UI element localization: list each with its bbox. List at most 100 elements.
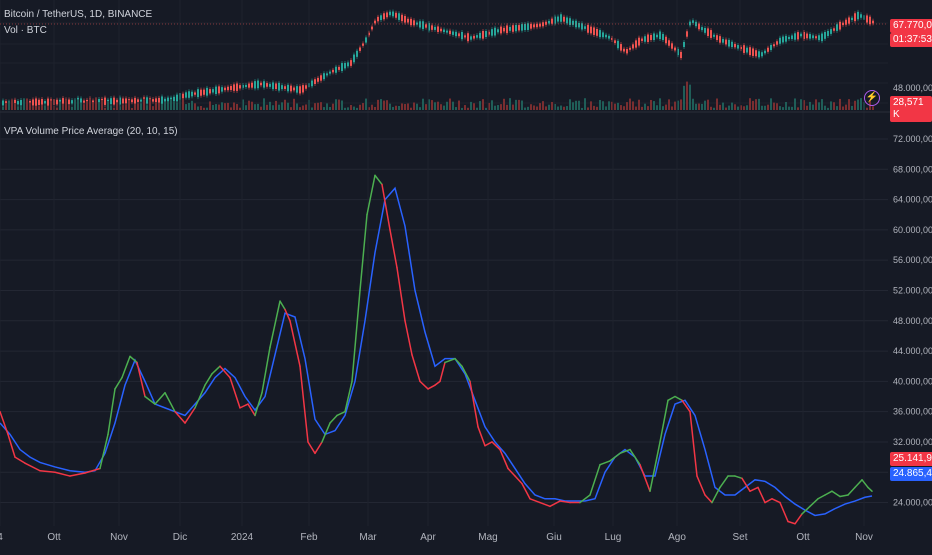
candle-body bbox=[659, 31, 661, 40]
x-tick-label: Set bbox=[732, 532, 747, 543]
volume-bar bbox=[473, 103, 475, 110]
x-tick-label: Mar bbox=[359, 532, 377, 543]
vpa-segment bbox=[649, 441, 661, 492]
volume-bar bbox=[791, 106, 793, 110]
candle-body bbox=[224, 87, 226, 91]
candle-body bbox=[854, 13, 856, 22]
lightning-icon[interactable]: ⚡ bbox=[864, 90, 880, 106]
vpa-segment bbox=[469, 380, 479, 428]
volume-bar bbox=[620, 105, 622, 110]
candle-body bbox=[389, 11, 391, 16]
x-tick-label: Ago bbox=[668, 532, 686, 543]
candle-body bbox=[491, 29, 493, 36]
vpa-segment bbox=[609, 452, 621, 462]
volume-bar bbox=[557, 106, 559, 110]
candle-body bbox=[791, 35, 793, 40]
vpa-segment bbox=[427, 384, 436, 390]
candle-body bbox=[593, 27, 595, 35]
vpa-segment bbox=[779, 501, 789, 523]
candle-body bbox=[5, 101, 7, 105]
candle-body bbox=[437, 26, 439, 32]
candle-body bbox=[335, 66, 337, 73]
volume-bar bbox=[584, 98, 586, 110]
candle-body bbox=[278, 82, 280, 91]
vpa-segment bbox=[491, 441, 501, 451]
volume-bar bbox=[647, 106, 649, 110]
x-tick-label: Dic bbox=[173, 532, 187, 543]
candle-body bbox=[848, 17, 850, 24]
volume-bar bbox=[50, 100, 52, 110]
candle-body bbox=[83, 100, 85, 103]
symbol-legend[interactable]: Bitcoin / TetherUS, 1D, BINANCE bbox=[4, 9, 153, 20]
volume-bar bbox=[776, 103, 778, 110]
volume-bar bbox=[239, 107, 241, 110]
volume-bar bbox=[614, 103, 616, 110]
volume-bar bbox=[167, 101, 169, 110]
candle-body bbox=[338, 66, 340, 70]
volume-bar bbox=[287, 102, 289, 110]
vpa-segment bbox=[284, 308, 291, 322]
volume-bar bbox=[608, 101, 610, 110]
candle-body bbox=[704, 27, 706, 33]
volume-bar bbox=[224, 103, 226, 110]
vpa-segment bbox=[54, 471, 71, 477]
volume-bar bbox=[347, 107, 349, 110]
candle-body bbox=[650, 34, 652, 41]
candle-body bbox=[275, 83, 277, 90]
average-line bbox=[0, 186, 873, 517]
volume-bar bbox=[170, 99, 172, 110]
volume-legend[interactable]: Vol · BTC bbox=[4, 25, 47, 36]
y-tick-label: 32.000,00 bbox=[893, 437, 932, 447]
candle-body bbox=[656, 34, 658, 38]
y-tick-label: 72.000,00 bbox=[893, 134, 932, 144]
volume-bar bbox=[779, 106, 781, 110]
volume-bar bbox=[752, 100, 754, 110]
volume-bar bbox=[185, 104, 187, 110]
candle-body bbox=[665, 36, 667, 44]
candle-body bbox=[713, 34, 715, 37]
candle-body bbox=[560, 14, 562, 22]
volume-bar bbox=[515, 99, 517, 110]
indicator-legend[interactable]: VPA Volume Price Average (20, 10, 15) bbox=[4, 126, 178, 137]
candle-body bbox=[740, 46, 742, 50]
volume-bar bbox=[641, 106, 643, 110]
candle-body bbox=[686, 31, 688, 37]
candle-body bbox=[869, 16, 871, 25]
volume-bar bbox=[272, 105, 274, 110]
candle-body bbox=[359, 47, 361, 51]
vpa-segment bbox=[484, 441, 493, 447]
candle-body bbox=[743, 45, 745, 53]
candle-body bbox=[353, 54, 355, 63]
volume-bar bbox=[728, 105, 730, 110]
candle-body bbox=[140, 99, 142, 102]
volume-bar bbox=[131, 107, 133, 110]
vpa-segment bbox=[461, 365, 471, 383]
volume-bar bbox=[305, 104, 307, 110]
vpa-segment bbox=[499, 448, 509, 470]
volume-bar bbox=[488, 102, 490, 110]
volume-bar bbox=[866, 107, 868, 110]
candle-body bbox=[527, 23, 529, 30]
candle-body bbox=[644, 36, 646, 42]
volume-bar bbox=[695, 103, 697, 110]
candle-body bbox=[299, 86, 301, 94]
volume-bar bbox=[746, 105, 748, 110]
candle-body bbox=[272, 82, 274, 90]
volume-bar bbox=[818, 102, 820, 110]
volume-bar bbox=[8, 102, 10, 110]
volume-bar bbox=[203, 107, 205, 110]
volume-bar bbox=[11, 100, 13, 110]
volume-bar bbox=[362, 103, 364, 110]
x-tick-label: Lug bbox=[605, 532, 622, 543]
volume-bar bbox=[800, 99, 802, 110]
vpa-segment bbox=[69, 472, 86, 477]
candle-body bbox=[629, 47, 631, 50]
volume-bar bbox=[155, 101, 157, 110]
candle-body bbox=[422, 21, 424, 30]
volume-bar bbox=[428, 99, 430, 110]
candle-body bbox=[98, 98, 100, 104]
vpa-segment bbox=[289, 320, 301, 367]
candle-body bbox=[209, 89, 211, 94]
candle-body bbox=[737, 45, 739, 49]
